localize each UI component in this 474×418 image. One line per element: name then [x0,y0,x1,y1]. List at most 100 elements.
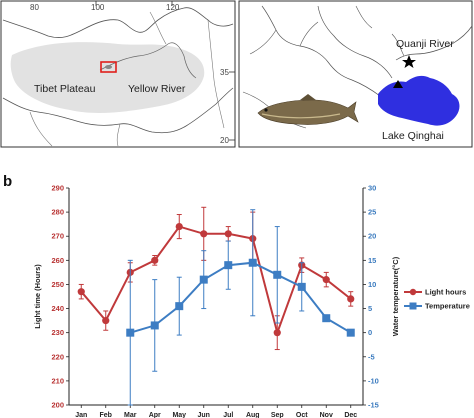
x-tick-label: Jul [223,412,233,418]
coord-35: 35 [220,68,229,77]
x-tick-label: May [172,412,186,418]
data-point-light-hours [347,295,355,303]
legend-label: Light hours [425,288,466,297]
data-point-temperature [175,302,184,311]
left-tick-label: 290 [51,184,64,193]
data-point-temperature [150,321,159,330]
x-tick-label: Apr [149,412,161,418]
right-tick-label: 25 [368,208,376,217]
data-point-temperature [126,328,135,337]
right-tick-label: -15 [368,401,379,410]
data-point-temperature [346,328,355,337]
river-1-branch [249,29,277,55]
study-lake-mark [105,65,112,69]
x-tick-label: Nov [320,412,333,418]
lake-qinghai-label: Lake Qinghai [382,130,444,142]
river-4 [355,5,373,29]
quanji-river-line [395,25,473,61]
left-tick-label: 210 [51,376,64,385]
fish-eye [264,108,268,112]
data-point-temperature [273,270,282,279]
data-point-light-hours [224,230,232,238]
data-point-light-hours [77,288,85,296]
right-tick-label: 20 [368,232,376,241]
border-sw [29,111,53,147]
study-area-box [100,61,117,73]
data-point-light-hours [151,256,159,264]
left-tick-label: 260 [51,256,64,265]
climate-chart: 200 210 220 230 240 250 260 270 280 290 -15 -10 -5 0 5… [33,184,470,418]
legend-marker [409,302,417,310]
data-point-temperature [199,275,208,284]
x-tick-label: Sep [271,412,284,418]
fish-image [257,94,359,125]
panel-b: b 200210220230240250260270280290-15-10-5… [3,173,470,418]
fish-body [257,99,359,125]
lake-map: Quanji River Lake Qinghai [238,0,473,148]
right-tick-label: 15 [368,256,376,265]
x-tick-label: Jan [75,412,87,418]
left-tick-label: 270 [51,232,64,241]
yellow-river-line [99,42,197,79]
data-point-temperature [297,282,306,291]
quanji-river-label: Quanji River [396,38,454,50]
yellow-river-label: Yellow River [128,83,186,95]
series-line-light-hours [80,225,352,337]
data-point-temperature [248,258,257,267]
river-6 [391,33,405,57]
coord-100: 100 [91,3,105,12]
right-tick-label: -10 [368,376,379,385]
left-tick-label: 240 [51,304,64,313]
right-tick-label: -5 [368,352,375,361]
left-axis-title: Light time (Hours) [33,264,42,329]
right-axis-title: Water temperature(°C) [391,256,400,336]
left-tick-label: 280 [51,208,64,217]
fish-fin [300,94,316,100]
x-tick-label: Mar [124,412,137,418]
tibet-plateau-label: Tibet Plateau [34,83,96,95]
lake-qinghai-shape [378,75,460,126]
x-tick-label: Aug [246,412,260,418]
left-tick-label: 200 [51,401,64,410]
right-tick-label: 0 [368,328,372,337]
border-s [116,123,121,147]
river-1 [261,5,381,97]
left-tick-label: 250 [51,280,64,289]
coord-20: 20 [220,136,229,145]
china-map: 80 100 120 35 20 Tibet Plateau Yellow Ri… [0,0,236,148]
river-2 [299,21,319,47]
x-tick-label: Feb [100,412,112,418]
right-tick-label: 5 [368,304,372,313]
left-tick-label: 220 [51,352,64,361]
data-point-light-hours [322,276,330,284]
south-border [2,87,234,134]
fish-belly [261,113,341,119]
panel-a: a 80 100 120 35 20 [0,0,236,148]
data-point-light-hours [102,317,110,325]
legend-marker [409,288,417,296]
data-point-light-hours [273,329,281,337]
x-tick-label: Oct [296,412,308,418]
x-tick-label: Jun [198,412,210,418]
border-n [149,11,167,45]
panel-b-letter: b [3,173,12,190]
data-point-light-hours [200,230,208,238]
coord-80: 80 [30,3,39,12]
data-point-temperature [322,314,331,323]
x-tick-label: Dec [344,412,357,418]
star-icon [402,55,416,68]
coord-120: 120 [166,3,180,12]
tibet-plateau-area [10,42,205,113]
left-tick-label: 230 [51,328,64,337]
east-coast [207,19,225,129]
north-border [2,7,234,38]
data-point-temperature [224,261,233,270]
right-tick-label: 30 [368,184,376,193]
legend-label: Temperature [425,302,470,311]
series-line-temperature [130,261,352,334]
river-3 [317,5,393,79]
right-tick-label: 10 [368,280,376,289]
data-point-light-hours [175,222,183,231]
triangle-icon [393,80,403,88]
